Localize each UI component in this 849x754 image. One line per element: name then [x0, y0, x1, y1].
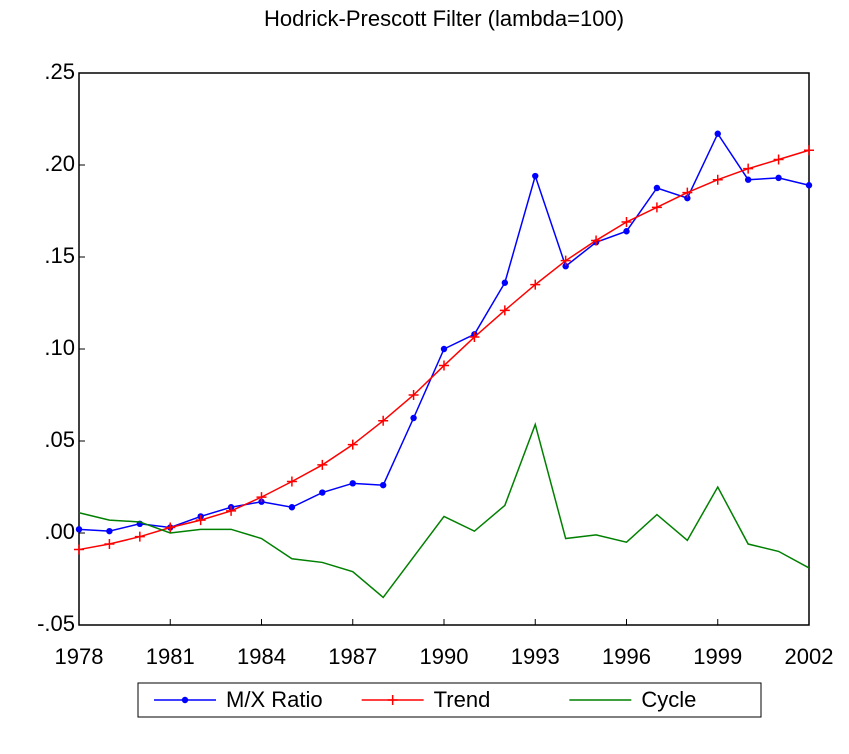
y-tick-label: .05 [44, 427, 75, 452]
legend-label: Cycle [641, 687, 696, 712]
y-tick-label: .00 [44, 519, 75, 544]
point [591, 235, 602, 246]
point [532, 172, 539, 180]
x-tick-label: 2002 [785, 644, 834, 669]
point [560, 255, 571, 266]
x-tick-label: 1978 [55, 644, 104, 669]
point [775, 174, 782, 182]
legend-box [137, 682, 762, 718]
point [805, 182, 813, 189]
y-tick-label: .25 [44, 59, 75, 84]
point [104, 539, 115, 550]
x-tick-label: 1993 [511, 644, 560, 669]
series-line [78, 421, 810, 599]
point [288, 504, 296, 511]
y-tick-label: .15 [44, 243, 75, 268]
point [621, 217, 632, 228]
point [773, 154, 784, 165]
x-tick-label: 1996 [602, 644, 651, 669]
point [347, 439, 358, 450]
point [195, 515, 206, 526]
point [75, 526, 83, 533]
point [226, 505, 237, 516]
point [651, 202, 662, 213]
point [319, 489, 326, 496]
y-tick-label: -.05 [37, 611, 75, 636]
y-tick-label: .20 [44, 151, 75, 176]
point [317, 459, 328, 470]
x-tick-label: 1984 [237, 644, 286, 669]
point [378, 415, 389, 426]
point [410, 414, 417, 422]
point [74, 544, 84, 555]
point [530, 279, 541, 290]
y-tick-label: .10 [44, 335, 75, 360]
point [499, 305, 510, 316]
point [623, 228, 630, 235]
point [744, 176, 752, 183]
point [286, 476, 297, 487]
point [743, 163, 754, 174]
point [682, 187, 693, 198]
x-tick-label: 1987 [328, 644, 377, 669]
legend-label: Trend [434, 687, 491, 712]
chart-title: Hodrick-Prescott Filter (lambda=100) [264, 6, 624, 31]
legend-label: M/X Ratio [226, 687, 323, 712]
point [653, 184, 661, 192]
legend-marker [181, 696, 189, 704]
point [165, 522, 176, 533]
point [712, 174, 723, 185]
point [501, 279, 509, 286]
point [439, 360, 449, 371]
point [469, 332, 480, 343]
point [684, 194, 691, 202]
point [440, 345, 448, 353]
legend-marker [387, 695, 398, 705]
series-line [78, 132, 810, 532]
point [379, 481, 387, 489]
point [562, 263, 569, 270]
point [408, 390, 419, 400]
point [256, 492, 267, 503]
x-tick-label: 1999 [693, 644, 742, 669]
x-tick-label: 1981 [146, 644, 195, 669]
point [349, 480, 356, 487]
point [134, 531, 145, 542]
point [106, 527, 113, 535]
x-tick-label: 1990 [420, 644, 469, 669]
point [804, 145, 814, 156]
point [714, 130, 721, 137]
